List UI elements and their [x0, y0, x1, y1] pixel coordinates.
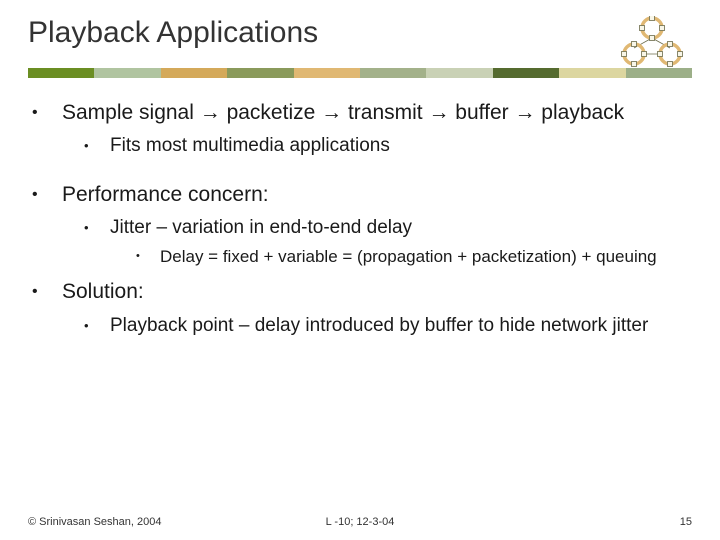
footer-copyright: © Srinivasan Seshan, 2004 [28, 516, 161, 528]
bullet-l1: • Solution: [32, 279, 692, 305]
bullet-dot-icon: • [32, 100, 62, 123]
bullet-dot-icon: • [32, 279, 62, 302]
bullet-text: Jitter – variation in end-to-end delay [110, 216, 692, 240]
bullet-dot-icon: • [32, 182, 62, 205]
title-row: Playback Applications [28, 16, 692, 68]
bullet-dot-icon: • [84, 216, 110, 236]
bullet-text: Performance concern: [62, 182, 692, 208]
footer-lecture-id: L -10; 12-3-04 [326, 516, 395, 528]
network-logo-icon [612, 16, 692, 68]
bullet-dot-icon: • [136, 246, 160, 264]
bullet-dot-icon: • [84, 134, 110, 154]
footer-page-number: 15 [680, 516, 692, 528]
bullet-text: Delay = fixed + variable = (propagation … [160, 246, 692, 267]
bullet-text: Playback point – delay introduced by buf… [110, 314, 692, 338]
bullet-l2: • Playback point – delay introduced by b… [84, 314, 692, 338]
bullet-text: Fits most multimedia applications [110, 134, 692, 158]
color-stripe [28, 68, 692, 78]
bullet-l1: • Sample signal → packetize → transmit →… [32, 100, 692, 126]
bullet-l1: • Performance concern: [32, 182, 692, 208]
bullet-dot-icon: • [84, 314, 110, 334]
slide-title: Playback Applications [28, 16, 318, 50]
bullet-text: Solution: [62, 279, 692, 305]
bullet-text: Sample signal → packetize → transmit → b… [62, 100, 692, 126]
slide: Playback Applications • Sample signal → … [0, 0, 720, 540]
bullet-l2: • Jitter – variation in end-to-end delay [84, 216, 692, 240]
content-body: • Sample signal → packetize → transmit →… [28, 100, 692, 337]
footer: © Srinivasan Seshan, 2004 L -10; 12-3-04… [0, 516, 720, 528]
bullet-l2: • Fits most multimedia applications [84, 134, 692, 158]
bullet-l3: • Delay = fixed + variable = (propagatio… [136, 246, 692, 267]
